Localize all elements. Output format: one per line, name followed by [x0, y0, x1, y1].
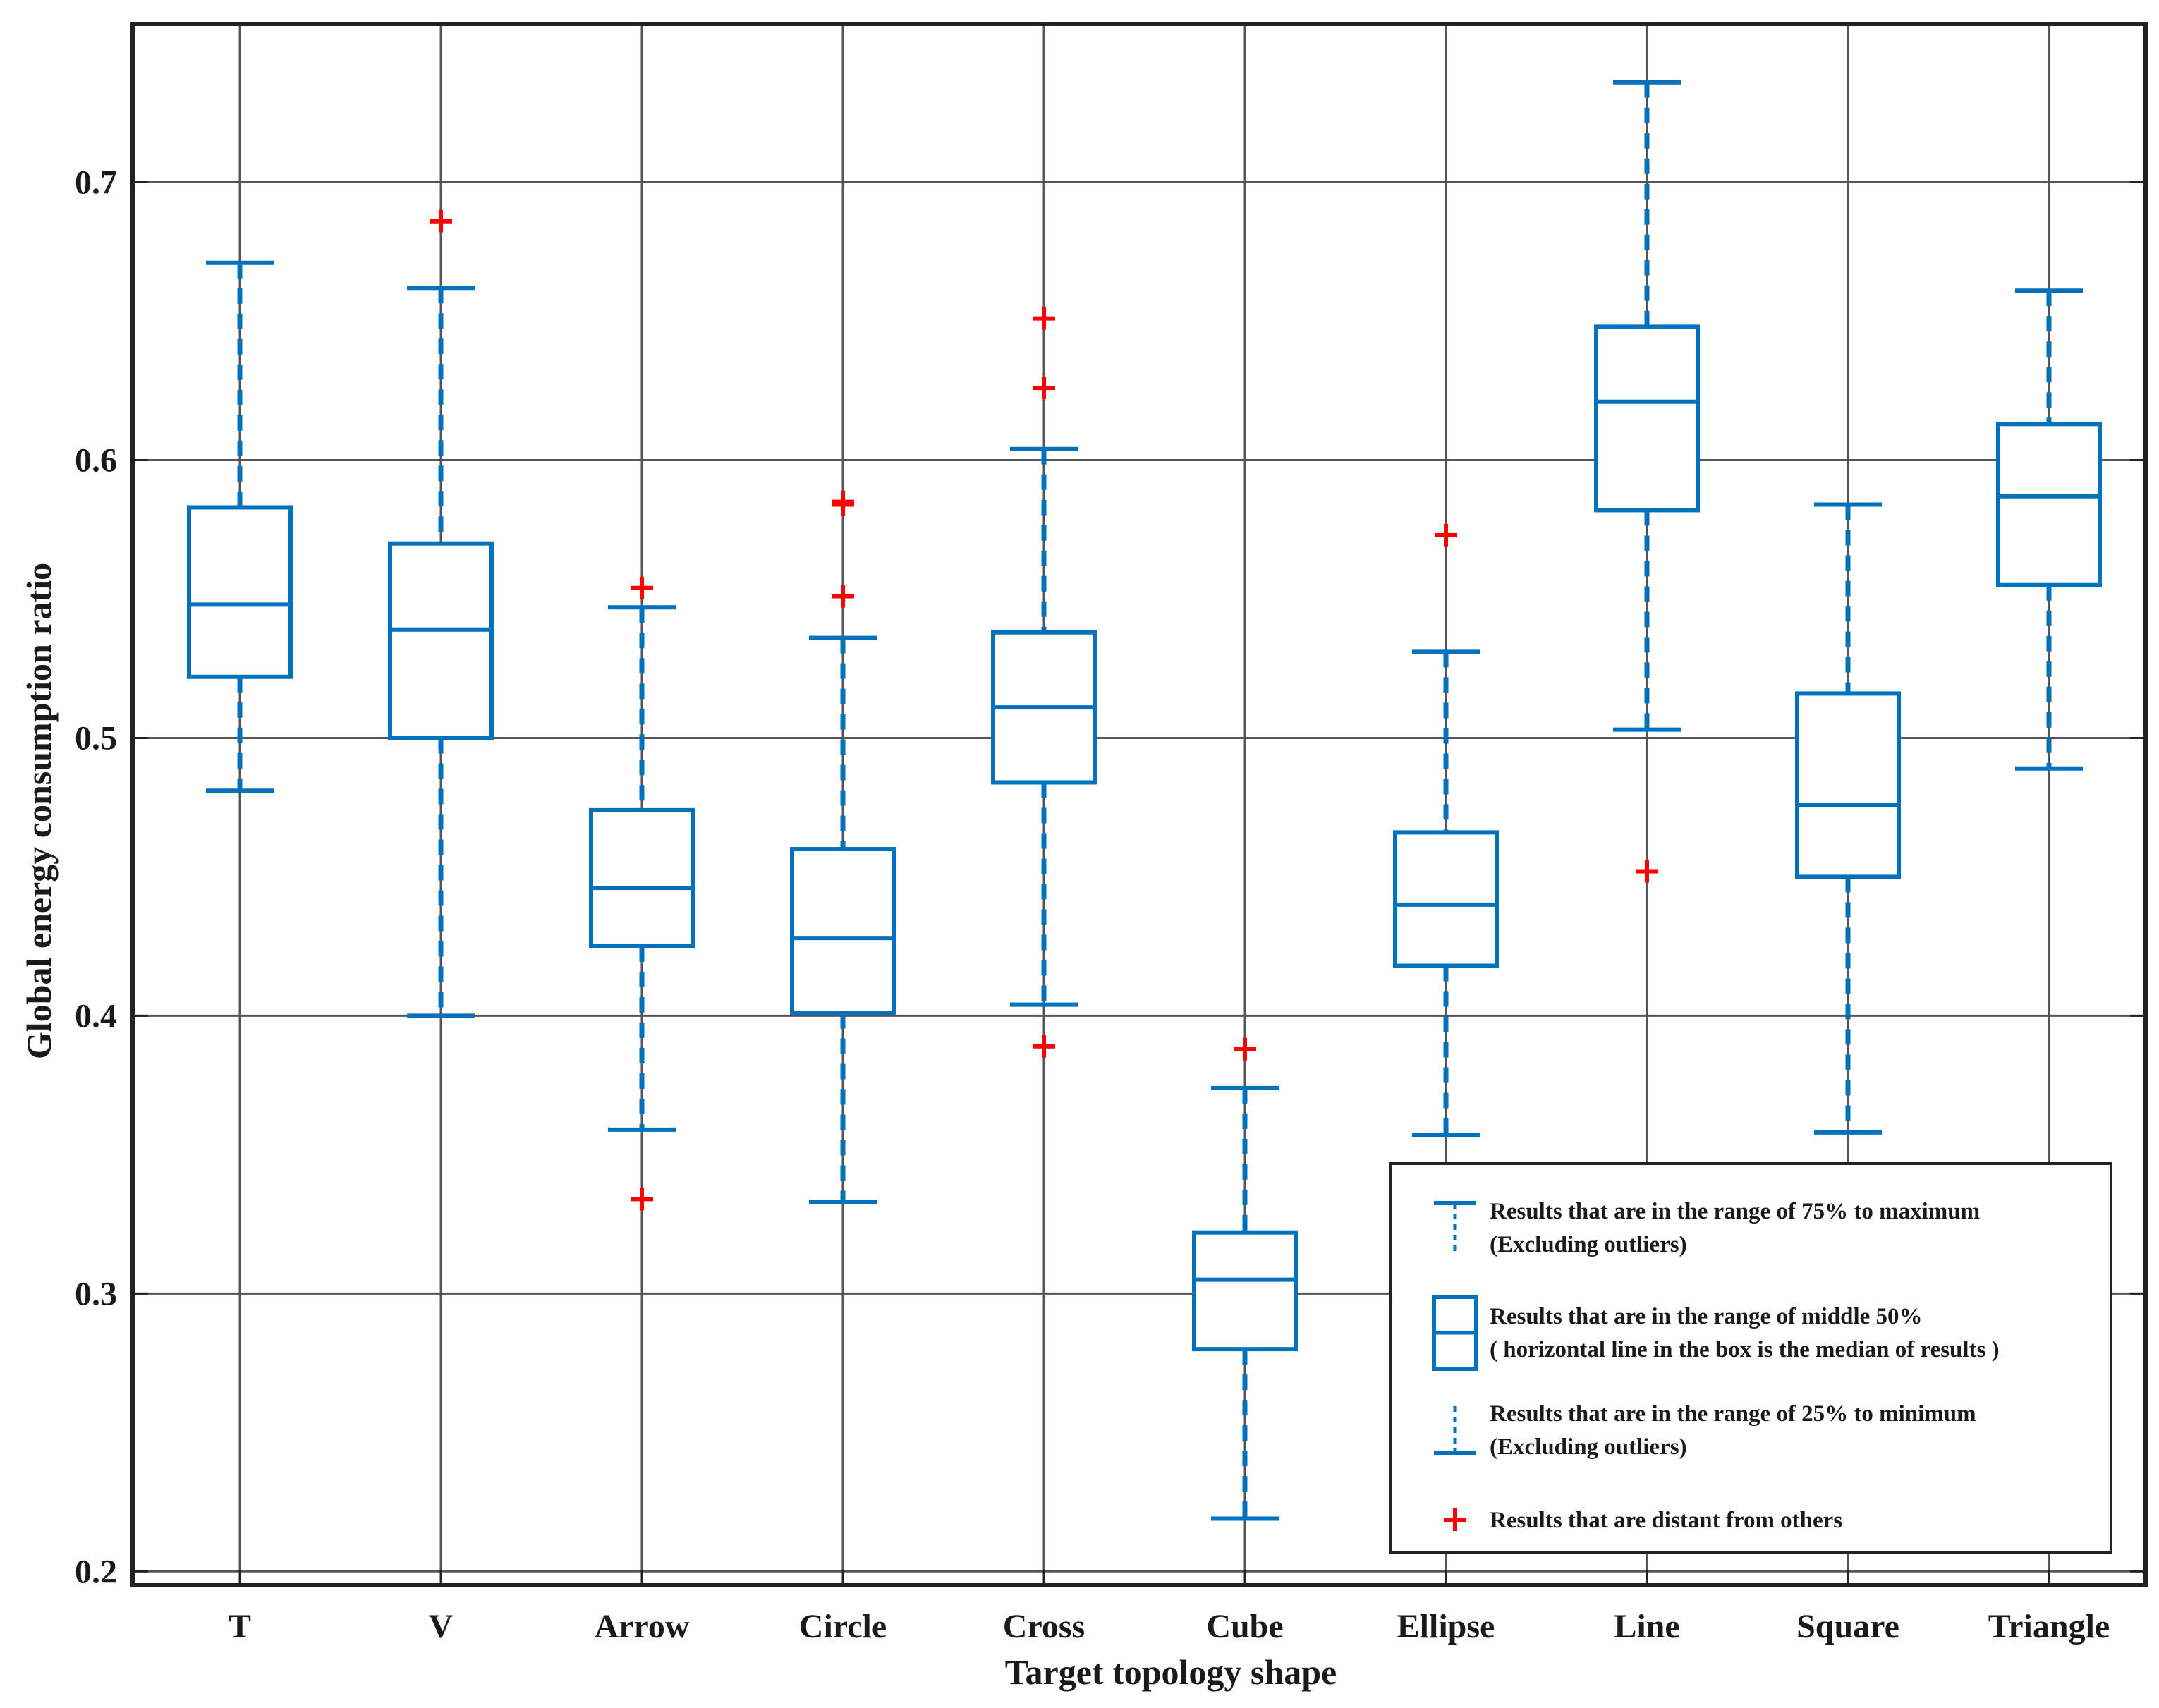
y-tick-label: 0.4 — [75, 997, 117, 1035]
y-tick-label: 0.7 — [75, 164, 117, 202]
y-tick-label: 0.3 — [75, 1275, 117, 1312]
box-triangle — [1996, 288, 2102, 771]
outlier-marker — [832, 585, 854, 608]
legend-box — [1389, 1162, 2112, 1554]
x-tick-label: Triangle — [1988, 1608, 2110, 1645]
iqr-box — [1795, 691, 1901, 879]
x-tick-label: Ellipse — [1397, 1608, 1495, 1645]
legend-text-lower-whisker: Results that are in the range of 25% to … — [1490, 1401, 1976, 1427]
iqr-box — [1192, 1230, 1298, 1352]
iqr-box — [187, 505, 293, 679]
legend-text-upper-whisker: (Excluding outliers) — [1490, 1232, 1687, 1257]
outlier-marker — [1636, 860, 1658, 883]
legend: Results that are in the range of 75% to … — [1389, 1162, 2112, 1554]
legend-text-outlier: Results that are distant from others — [1490, 1508, 1842, 1533]
x-tick-label: Arrow — [594, 1608, 689, 1645]
x-tick-label: Cross — [1003, 1608, 1085, 1645]
x-tick-label: Circle — [799, 1608, 887, 1645]
x-tick-label: V — [429, 1608, 454, 1645]
x-tick-label: T — [229, 1608, 251, 1645]
box-cross — [991, 307, 1097, 1058]
outlier-marker — [1033, 307, 1055, 330]
legend-outlier-symbol — [1444, 1508, 1466, 1531]
box-cube — [1192, 1037, 1298, 1521]
y-tick-label: 0.2 — [75, 1553, 117, 1590]
outlier-marker — [631, 1188, 653, 1211]
x-tick-label: Line — [1614, 1608, 1679, 1645]
box-ellipse — [1393, 523, 1499, 1137]
x-axis-title: Target topology shape — [1005, 1652, 1337, 1692]
outlier-marker — [1234, 1037, 1256, 1061]
legend-text-lower-whisker: (Excluding outliers) — [1490, 1434, 1687, 1460]
iqr-box — [1393, 830, 1499, 968]
legend-upper-whisker-symbol — [1434, 1201, 1476, 1251]
outlier-marker — [1033, 377, 1055, 400]
outlier-marker — [631, 576, 653, 599]
outlier-marker — [832, 490, 854, 513]
boxes-layer — [187, 80, 2102, 1521]
box-square — [1795, 502, 1901, 1135]
box-arrow — [589, 576, 695, 1211]
x-tick-label: Cube — [1206, 1608, 1283, 1645]
outlier-marker — [1033, 1035, 1055, 1058]
box-v — [388, 209, 494, 1018]
box-t — [187, 260, 293, 793]
iqr-box — [388, 541, 494, 740]
plot-area-border — [130, 22, 2148, 1587]
y-tick-label: 0.6 — [75, 442, 117, 480]
y-tick-label: 0.5 — [75, 719, 117, 757]
y-axis-title: Global energy consumption ratio — [19, 563, 59, 1059]
iqr-box — [790, 847, 896, 1015]
legend-box-symbol — [1432, 1295, 1478, 1371]
ticks-layer: 0.2 0.3 0.4 0.5 0.6 0.7 T V Arrow Circle Cross Cube… — [75, 164, 2146, 1645]
legend-text-box: ( horizontal line in the box is the medi… — [1490, 1337, 2000, 1362]
box-circle — [790, 490, 896, 1204]
outlier-marker — [1435, 523, 1457, 547]
legend-text-box: Results that are in the range of middle … — [1490, 1304, 1923, 1329]
box-line — [1594, 80, 1700, 883]
outlier-marker — [430, 209, 452, 233]
legend-text-upper-whisker: Results that are in the range of 75% to … — [1490, 1199, 1980, 1224]
x-tick-label: Square — [1796, 1608, 1899, 1645]
iqr-box — [1996, 422, 2102, 587]
iqr-box — [1594, 324, 1700, 513]
iqr-box — [589, 807, 695, 948]
legend-lower-whisker-symbol — [1434, 1406, 1476, 1455]
